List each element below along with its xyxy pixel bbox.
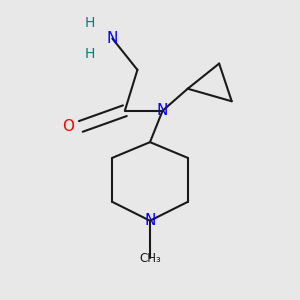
Text: H: H <box>85 47 95 61</box>
Text: H: H <box>85 16 95 30</box>
Text: CH₃: CH₃ <box>139 252 161 265</box>
Text: N: N <box>157 103 168 118</box>
Text: N: N <box>144 213 156 228</box>
Text: O: O <box>62 119 74 134</box>
Text: N: N <box>106 31 118 46</box>
